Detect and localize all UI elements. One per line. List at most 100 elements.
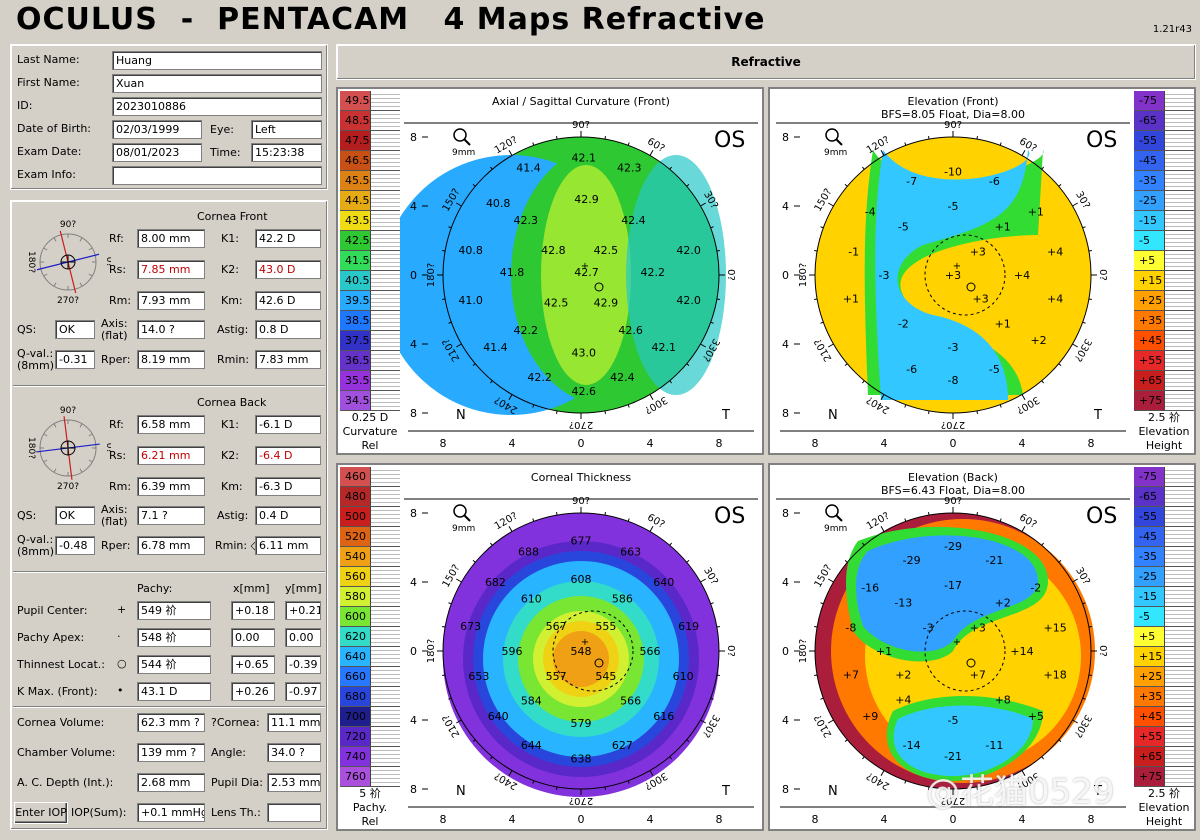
compass-tick bbox=[79, 237, 83, 242]
degree-tick bbox=[820, 697, 824, 700]
thinnest-marker bbox=[966, 282, 976, 292]
display-mode-bar[interactable]: Refractive bbox=[336, 44, 1196, 80]
degree-tick bbox=[861, 380, 865, 384]
dob-field[interactable]: 02/03/1999 bbox=[112, 120, 202, 139]
front-rm-field: 7.93 mm bbox=[137, 291, 205, 310]
scale-cell: 460 bbox=[340, 467, 400, 487]
eye-field[interactable]: Left bbox=[251, 120, 322, 139]
scale-bar bbox=[370, 627, 400, 646]
degree-tick bbox=[700, 578, 706, 583]
exam-date-field[interactable]: 08/01/2023 bbox=[112, 143, 202, 162]
map-tr-panel[interactable]: -75 -65 -55 -45 -35 -25 -15 -5 +5 +15 +25 +35 +45 +55… bbox=[768, 87, 1196, 455]
map-value: +2 bbox=[1030, 334, 1046, 347]
scale-cell: -35 bbox=[1134, 171, 1194, 191]
front-qval-field: -0.31 bbox=[55, 350, 95, 369]
corneal-map[interactable]: Elevation (Back)BFS=6.43 Float, Dia=8.00… bbox=[772, 465, 1134, 829]
map-value: -17 bbox=[944, 579, 962, 592]
scale-bar bbox=[1164, 587, 1194, 606]
degree-tick bbox=[649, 770, 654, 776]
x-col-header: x[mm] bbox=[233, 582, 270, 595]
degree-tick bbox=[456, 719, 462, 724]
map-value: +4 bbox=[1047, 292, 1063, 305]
enter-iop-button[interactable]: Enter IOP bbox=[14, 802, 68, 824]
scale-cell: 42.5 bbox=[340, 231, 400, 251]
divider bbox=[13, 571, 325, 573]
pachy-row-symbol: • bbox=[117, 684, 124, 697]
id-field[interactable]: 2023010886 bbox=[112, 97, 322, 116]
map-value: 42.8 bbox=[541, 244, 566, 257]
x-tick-label: 8 bbox=[1088, 813, 1095, 826]
back-axis-sub: (flat) bbox=[101, 515, 128, 528]
scale-bar bbox=[1164, 231, 1194, 250]
scale-cell: +65 bbox=[1134, 371, 1194, 391]
corneal-map[interactable]: Corneal Thickness90?60?30?0?330?300?270?… bbox=[400, 465, 762, 829]
time-field[interactable]: 15:23:38 bbox=[251, 143, 322, 162]
scale-value: +75 bbox=[1139, 770, 1163, 783]
scale-value: 42.5 bbox=[345, 234, 370, 247]
scale-value: 680 bbox=[345, 690, 366, 703]
color-scale: 49.5 48.5 47.5 46.5 45.5 44.5 43.5 42.5 41.5 40.5… bbox=[340, 91, 400, 411]
scale-cell: 43.5 bbox=[340, 211, 400, 231]
map-tl-panel[interactable]: 49.5 48.5 47.5 46.5 45.5 44.5 43.5 42.5 41.5 40.5… bbox=[336, 87, 764, 455]
x-tick-label: 4 bbox=[1019, 813, 1026, 826]
scale-cell: +25 bbox=[1134, 667, 1194, 687]
back-axis-compass: 90? 270? 180? 0? bbox=[26, 406, 111, 491]
zoom-icon[interactable] bbox=[825, 504, 843, 522]
corneal-map[interactable]: Elevation (Front)BFS=8.05 Float, Dia=8.0… bbox=[772, 89, 1134, 453]
map-value: 42.6 bbox=[618, 324, 643, 337]
map-br-panel[interactable]: -75 -65 -55 -45 -35 -25 -15 -5 +5 +15 +25 +35 +45 +55… bbox=[768, 463, 1196, 831]
x-tick-label: 8 bbox=[440, 813, 447, 826]
degree-tick bbox=[686, 559, 690, 563]
degree-tick bbox=[448, 226, 452, 229]
scale-value: -65 bbox=[1139, 114, 1157, 127]
map-value: 586 bbox=[612, 593, 633, 606]
cornea-volume-field: 62.3 mm ? bbox=[137, 713, 205, 732]
map-value: +2 bbox=[995, 597, 1011, 610]
front-rs-label: Rs: bbox=[109, 263, 127, 276]
scale-bar bbox=[370, 211, 400, 230]
qcornea-field: 11.1 mm bbox=[267, 713, 321, 732]
scale-cell: -55 bbox=[1134, 507, 1194, 527]
scale-value: 720 bbox=[345, 730, 366, 743]
back-astig-field: 0.4 D bbox=[255, 506, 321, 525]
scale-cell: +65 bbox=[1134, 747, 1194, 767]
first-name-field[interactable]: Xuan bbox=[112, 74, 322, 93]
corneal-map[interactable]: Axial / Sagittal Curvature (Front) 90? 60?… bbox=[400, 89, 762, 453]
scale-cell: 44.5 bbox=[340, 191, 400, 211]
scale-cell: +45 bbox=[1134, 707, 1194, 727]
compass-tick bbox=[88, 459, 93, 463]
map-value: 579 bbox=[571, 717, 592, 730]
scale-cell: 760 bbox=[340, 767, 400, 787]
degree-tick bbox=[1021, 526, 1026, 532]
back-astig-label: Astig: bbox=[217, 509, 249, 522]
scale-cell: +5 bbox=[1134, 627, 1194, 647]
scale-cell: 560 bbox=[340, 567, 400, 587]
zoom-icon[interactable] bbox=[825, 128, 843, 146]
last-name-field[interactable]: Huang bbox=[112, 51, 322, 70]
degree-tick bbox=[999, 142, 1002, 146]
degree-tick bbox=[1088, 674, 1092, 676]
zoom-icon[interactable] bbox=[453, 504, 471, 522]
degree-tick bbox=[820, 602, 824, 605]
front-astig-label: Astig: bbox=[217, 323, 249, 336]
map-value: +3 bbox=[945, 269, 961, 282]
map-value: -21 bbox=[944, 750, 962, 763]
degree-tick bbox=[1072, 578, 1078, 583]
compass-tick bbox=[53, 237, 57, 242]
map-bl-panel[interactable]: 460 480 500 520 540 560 580 600 620 640 660 680 700 7… bbox=[336, 463, 764, 831]
back-qval-sub: (8mm) bbox=[17, 545, 55, 558]
thinnest-marker bbox=[594, 658, 604, 668]
scale-type-label: Elevation bbox=[1134, 425, 1194, 439]
scale-cell: -45 bbox=[1134, 527, 1194, 547]
zoom-icon[interactable] bbox=[453, 128, 471, 146]
exam-info-field[interactable] bbox=[112, 166, 322, 185]
degree-tick bbox=[861, 542, 865, 546]
scale-bar bbox=[370, 351, 400, 370]
x-tick-label: 4 bbox=[881, 437, 888, 450]
scale-bar bbox=[370, 311, 400, 330]
degree-tick bbox=[1021, 770, 1026, 776]
map-value: +2 bbox=[895, 668, 911, 681]
scale-bar bbox=[370, 607, 400, 626]
y-tick-label: 4 bbox=[410, 338, 417, 351]
lens-th-field[interactable] bbox=[267, 803, 321, 822]
